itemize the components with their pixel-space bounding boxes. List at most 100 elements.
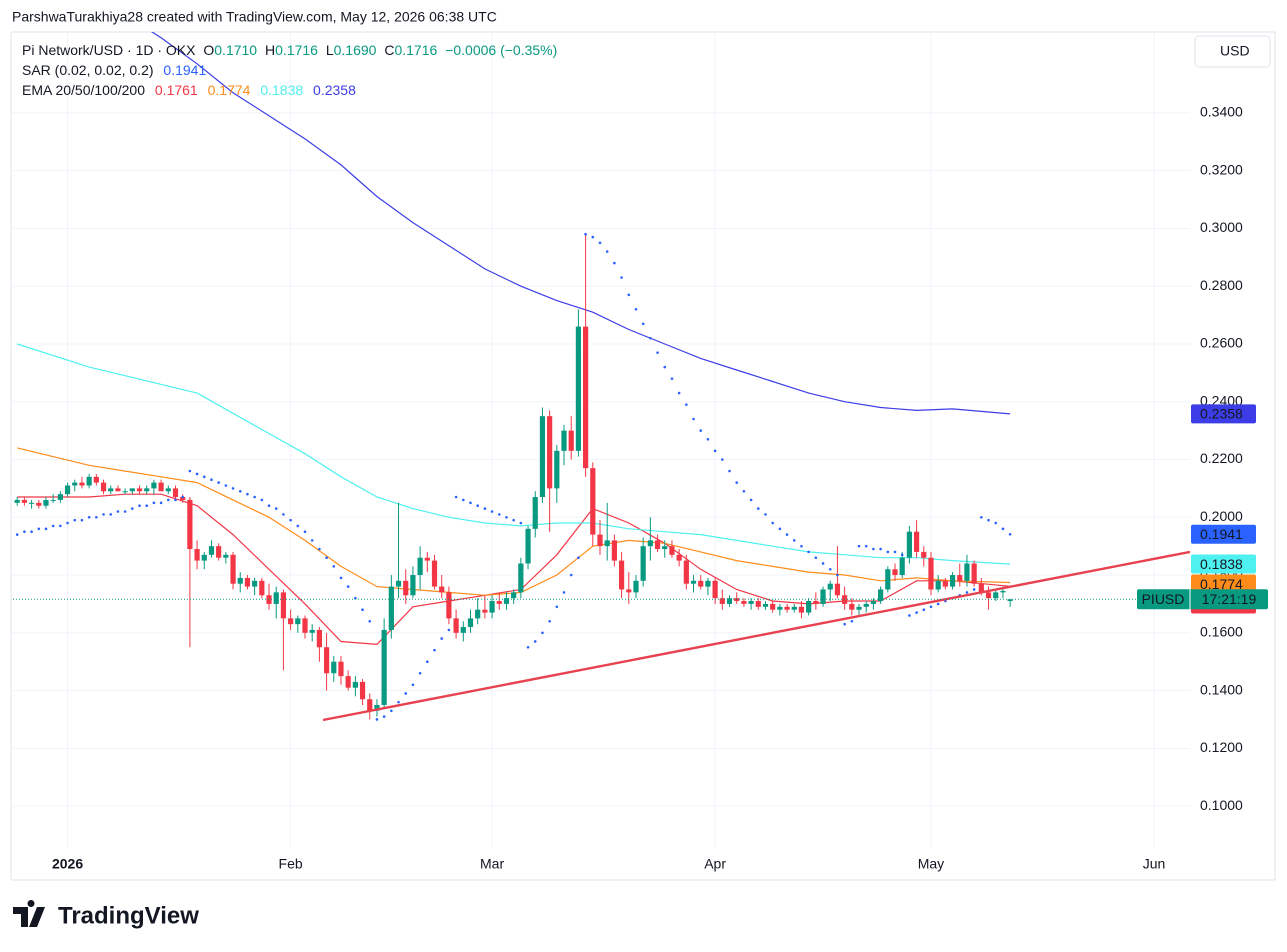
candle-body [381,629,387,706]
candle-body [367,699,373,711]
x-tick-label: Jun [1143,856,1166,872]
candle-body [791,606,797,610]
sar-dot [188,469,192,473]
logo-icon [13,900,45,927]
sar-dot [613,261,616,265]
sar-dot [426,660,429,663]
sar-dot [476,504,479,508]
y-tick-label: 0.3200 [1200,161,1243,177]
sar-dot [15,533,19,536]
candle-body [295,618,301,625]
sar-dot [663,365,667,369]
candle-body [302,618,308,633]
sar-dot [685,403,688,406]
sar-dot [217,481,220,484]
candle-body [899,557,905,576]
candle-body [259,580,265,596]
change: −0.0006 (−0.35%) [445,42,557,58]
currency-button[interactable] [1194,35,1271,68]
candle-body [935,580,941,590]
sar-dot [893,550,897,554]
sar-dot [936,602,940,606]
candle-body [100,482,107,492]
sar-dot [282,513,285,516]
candle-body [525,528,531,564]
sar-dot [677,391,681,395]
candle-body [216,546,222,558]
indicator-value: 0.1838 [260,82,303,98]
candle-body [136,488,143,492]
sar-dot [461,498,465,502]
sar-dot [73,518,77,522]
candle-body [108,488,114,492]
candle-body [597,534,603,547]
sar-dot [102,513,105,516]
sar-dot [30,530,33,534]
currency-label[interactable]: USD [1220,43,1250,59]
y-tick-label: 0.2600 [1200,335,1243,351]
sar-dot [231,487,235,490]
ema-line [17,343,1011,565]
sar-dot [764,513,767,516]
sar-dot [620,276,623,279]
indicator-name: EMA 20/50/100/200 [22,82,145,98]
y-tick-label: 0.3000 [1200,219,1243,235]
candle-body [223,554,229,558]
symbol-title: Pi Network/USD · 1D · OKX [22,42,196,58]
y-tick-label: 0.2800 [1200,277,1243,293]
symbol-label: PIUSD [1142,591,1185,607]
sar-dot [699,429,703,432]
sar-dot [785,533,789,536]
candle-body [331,661,337,674]
sar-dot [469,501,472,505]
sar-dot [670,377,674,380]
candle-body [482,609,488,613]
ema-line [17,447,1011,596]
sar-dot [749,498,753,502]
sar-dot [850,619,854,623]
candle-body [453,618,459,633]
candle-body [410,575,416,596]
candle-body [359,681,366,700]
sar-dot [972,588,976,591]
sar-dot [325,556,328,560]
candle-body [489,601,495,613]
candle-body [978,583,984,593]
candle-body [827,583,833,590]
ohlc-label: L [326,42,334,58]
countdown-label: 17:21:19 [1202,591,1257,607]
candle-body [647,540,653,547]
sar-dot [721,458,724,461]
candle-body [252,580,258,587]
sar-dot [843,622,846,626]
candle-body [949,575,956,587]
sar-dot [828,567,832,571]
candle-body [820,589,826,604]
candle-body [352,681,358,688]
ohlc-value: 0.1690 [334,42,377,58]
sar-dot [512,518,515,522]
sar-dot [37,527,41,531]
sar-dot [908,614,911,617]
sar-dot [965,591,969,594]
sar-dot [303,530,307,534]
candle-body [86,476,92,486]
x-tick-label: 2026 [52,856,83,872]
sar-dot [792,539,796,542]
sar-dot [195,472,199,476]
sar-dot [980,515,983,519]
candle-body [806,601,812,613]
sar-dot [318,547,321,551]
price-badge [1191,574,1256,594]
sar-dot [80,518,84,522]
chart-frame [10,31,1276,881]
sar-dot [987,518,990,522]
sar-dot [368,619,372,623]
sar-dot [210,478,213,482]
candle-body [813,601,819,604]
sar-dot [886,550,890,554]
sar-dot [447,628,451,632]
sar-dot [123,510,127,513]
candle-body [748,601,754,604]
sar-dot [649,336,652,340]
